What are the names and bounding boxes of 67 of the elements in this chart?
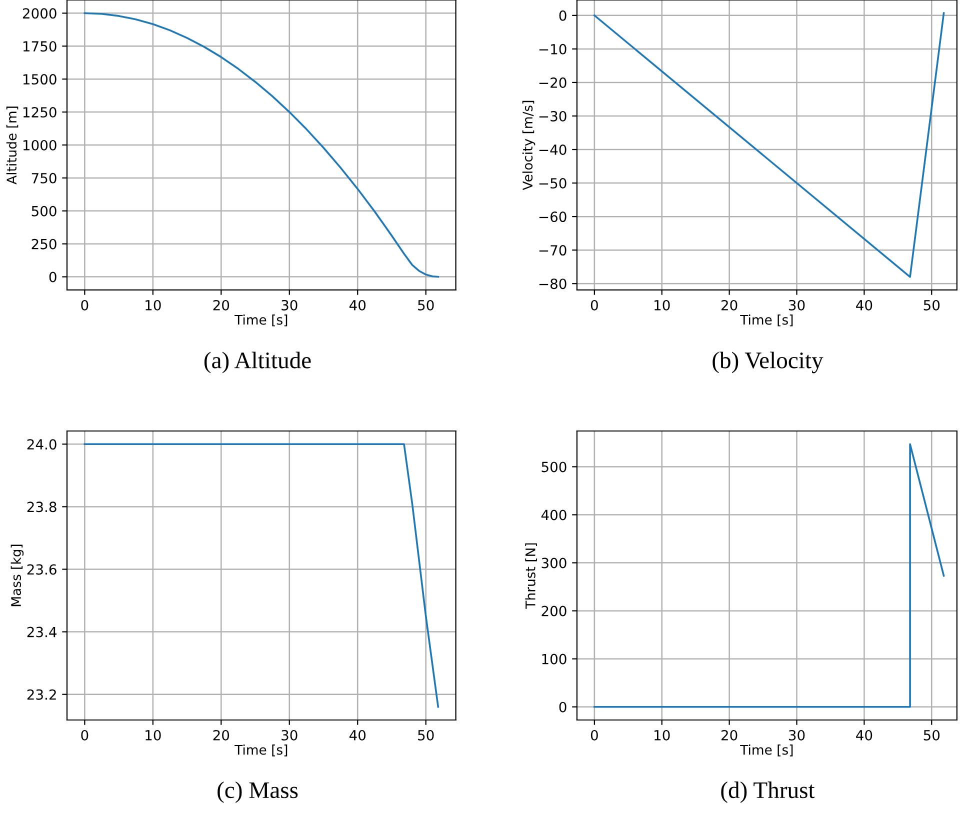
y-axis-title: Velocity [m/s]	[522, 100, 536, 190]
x-axis-title: Time [s]	[740, 744, 793, 756]
y-tick-label: 0	[559, 10, 566, 21]
y-tick-label: 1250	[23, 107, 56, 118]
text: (a) Altitude	[204, 352, 311, 374]
y-tick-label: −40	[539, 144, 566, 155]
y-tick-label: 0	[49, 272, 56, 282]
y-axis-title: Thrust [N]	[525, 543, 537, 609]
line-series	[84, 12, 440, 278]
x-tick-label: 0	[81, 730, 88, 740]
y-tick-label: 23.6	[27, 564, 56, 575]
x-tick-label: 0	[590, 300, 598, 310]
x-tick-label: 0	[81, 300, 88, 310]
x-tick-label: 50	[418, 300, 434, 310]
x-tick-label: 20	[213, 730, 230, 740]
y-tick-label: −30	[539, 110, 566, 122]
x-tick-label: 10	[654, 300, 670, 310]
x-tick-label: 10	[146, 730, 161, 740]
x-tick-label: 40	[349, 730, 366, 740]
y-tick-label: 1750	[23, 41, 56, 52]
y-tick-label: 23.8	[27, 502, 56, 512]
y-tick-label: −50	[539, 178, 566, 189]
y-tick-label: 500	[32, 206, 56, 216]
y-tick-label: −10	[539, 44, 566, 54]
y-tick-label: 500	[542, 462, 566, 472]
x-tick-label: 50	[924, 730, 940, 740]
text: (c) Mass	[218, 782, 298, 803]
y-tick-label: 250	[32, 238, 56, 250]
y-axis-title: Mass [kg]	[10, 544, 24, 606]
y-tick-label: 2000	[22, 8, 56, 19]
x-axis-title: Time [s]	[234, 744, 288, 756]
y-tick-label: 200	[542, 606, 566, 616]
x-tick-label: 10	[146, 300, 161, 310]
y-tick-label: −70	[539, 245, 566, 256]
x-tick-label: 40	[856, 300, 872, 310]
y-tick-label: 23.2	[27, 689, 56, 700]
x-tick-label: 50	[418, 730, 434, 740]
y-axis-title: Altitude [m]	[6, 106, 18, 184]
x-tick-label: 20	[213, 300, 230, 310]
y-tick-label: −60	[539, 212, 566, 222]
x-axis-title: Time [s]	[740, 314, 793, 326]
y-tick-label: −80	[539, 278, 566, 290]
y-tick-label: 300	[542, 558, 566, 568]
y-tick-label: 1000	[23, 140, 56, 150]
x-tick-label: 30	[788, 730, 805, 740]
x-tick-label: 50	[924, 300, 940, 310]
y-tick-label: 400	[541, 510, 566, 520]
x-tick-label: 30	[282, 730, 298, 740]
y-tick-label: 100	[542, 654, 566, 664]
y-tick-label: 0	[559, 702, 566, 712]
x-tick-label: 0	[590, 730, 598, 740]
x-tick-label: 10	[654, 730, 670, 740]
y-tick-label: 23.4	[27, 626, 57, 638]
text: (b) Velocity	[712, 352, 824, 374]
x-tick-label: 40	[856, 730, 872, 740]
x-tick-label: 20	[721, 300, 738, 310]
y-tick-label: 24.0	[27, 439, 56, 450]
x-tick-label: 40	[349, 300, 366, 310]
x-tick-label: 20	[721, 730, 738, 740]
y-tick-label: −20	[539, 77, 566, 88]
x-axis-title: Time [s]	[234, 314, 288, 326]
y-tick-label: 1500	[23, 74, 56, 85]
line-series	[84, 443, 440, 708]
x-tick-label: 30	[788, 300, 805, 310]
y-tick-label: 750	[32, 172, 56, 184]
x-tick-label: 30	[282, 300, 298, 310]
text: (d) Thrust	[721, 782, 815, 803]
